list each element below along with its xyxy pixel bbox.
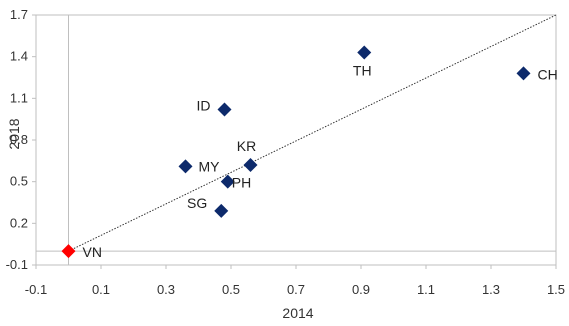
data-points bbox=[61, 45, 531, 259]
point-label-ph: PH bbox=[232, 175, 251, 191]
point-label-th: TH bbox=[353, 63, 372, 79]
data-point-ph bbox=[220, 174, 235, 189]
y-tick-label: 0.8 bbox=[10, 132, 28, 147]
y-tick-labels: -0.1 0.2 0.5 0.8 1.1 1.4 1.7 bbox=[6, 7, 36, 272]
x-tick-label: 0.7 bbox=[287, 282, 305, 297]
y-tick-label: 1.1 bbox=[10, 90, 28, 105]
x-tick-label: 1.1 bbox=[417, 282, 435, 297]
reference-line bbox=[68, 14, 557, 252]
point-label-id: ID bbox=[197, 97, 211, 113]
data-point-vn bbox=[61, 244, 76, 259]
y-tick-label: 1.4 bbox=[10, 49, 28, 64]
point-label-vn: VN bbox=[83, 244, 102, 260]
axes bbox=[35, 14, 557, 266]
x-tick-label: 0.5 bbox=[222, 282, 240, 297]
plot-frame bbox=[35, 14, 557, 266]
data-point-ch bbox=[516, 66, 531, 81]
y-axis-title: 2018 bbox=[6, 118, 22, 149]
x-tick-label: 1.3 bbox=[482, 282, 500, 297]
x-tick-label: -0.1 bbox=[25, 282, 47, 297]
x-tick-label: 1.5 bbox=[547, 282, 565, 297]
point-labels: VN SG PH KR MY ID TH CH bbox=[83, 63, 558, 261]
data-point-sg bbox=[214, 203, 229, 218]
y-tick-label: -0.1 bbox=[6, 257, 28, 272]
x-axis-title: 2014 bbox=[282, 305, 313, 321]
data-point-kr bbox=[243, 158, 258, 172]
point-label-sg: SG bbox=[187, 195, 207, 211]
point-label-my: MY bbox=[199, 158, 221, 174]
data-point-my bbox=[178, 159, 193, 174]
x-tick-label: 0.3 bbox=[157, 282, 175, 297]
dotted-reference-line bbox=[68, 14, 557, 252]
x-tick-labels: -0.1 0.1 0.3 0.5 0.7 0.9 1.1 1.3 1.5 bbox=[25, 265, 565, 297]
data-point-th bbox=[357, 45, 372, 60]
point-label-kr: KR bbox=[237, 138, 256, 154]
point-label-ch: CH bbox=[538, 66, 558, 82]
y-tick-label: 0.5 bbox=[10, 174, 28, 189]
x-tick-label: 0.1 bbox=[92, 282, 110, 297]
x-tick-label: 0.9 bbox=[352, 282, 370, 297]
y-tick-label: 1.7 bbox=[10, 7, 28, 22]
data-point-id bbox=[217, 102, 232, 117]
y-tick-label: 0.2 bbox=[10, 215, 28, 230]
